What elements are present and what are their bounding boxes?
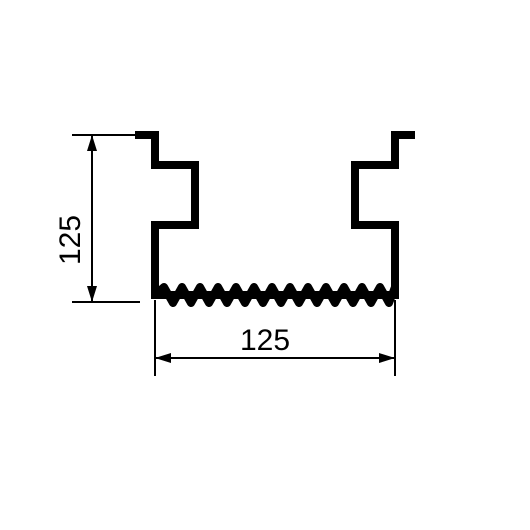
vertical-dimension-label: 125 bbox=[54, 215, 87, 265]
technical-drawing: 125 125 bbox=[0, 0, 530, 530]
horizontal-dimension-label: 125 bbox=[240, 324, 290, 357]
profile-bottom-texture bbox=[155, 287, 395, 303]
profile-outline bbox=[135, 135, 415, 295]
